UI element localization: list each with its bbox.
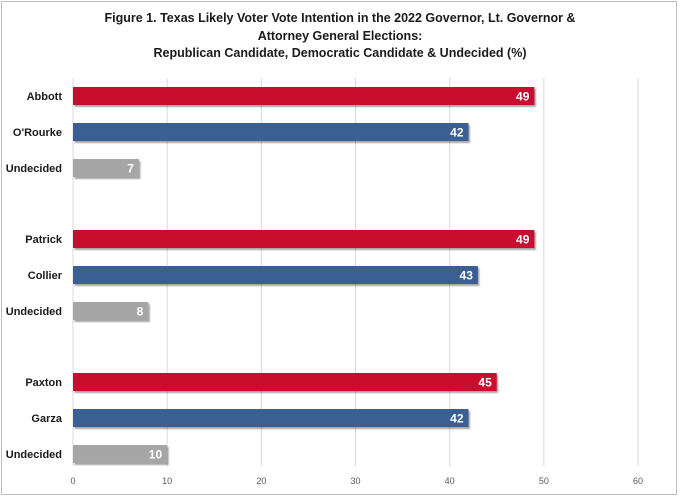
bar-undecided [73,159,139,177]
x-tick-label: 60 [633,476,643,486]
bar-democratic [73,266,478,284]
chart-title-line-2: Attorney General Elections: [257,28,423,43]
category-labels: Abbott O'Rourke Undecided Patrick Collier Und… [6,91,63,461]
x-tick-label: 30 [350,476,360,486]
bar-republican [73,373,497,391]
x-tick-label: 0 [70,476,75,486]
bar-republican [73,230,535,248]
bar-value-label: 7 [127,162,134,176]
bar-value-label: 43 [460,269,474,283]
bar-value-label: 45 [478,376,492,390]
category-label: Undecided [6,449,62,461]
bar-undecided [73,302,149,320]
chart-title: Figure 1. Texas Likely Voter Vote Intent… [0,10,680,63]
bar-republican [73,87,535,105]
x-axis-ticks: 0 10 20 30 40 50 60 [70,476,643,486]
bar-undecided [73,445,168,463]
bar-democratic [73,409,469,427]
x-tick-label: 50 [539,476,549,486]
bar-value-label: 8 [137,305,144,319]
category-label: Collier [28,270,63,282]
bars: 49 42 7 49 43 8 45 42 10 [73,87,535,463]
category-label: Paxton [25,377,62,389]
x-tick-label: 40 [445,476,455,486]
chart-title-line-1: Figure 1. Texas Likely Voter Vote Intent… [104,11,576,25]
bar-value-label: 49 [516,90,530,104]
x-tick-label: 10 [162,476,172,486]
bar-value-label: 10 [149,448,163,462]
bar-value-label: 42 [450,126,464,140]
category-label: Undecided [6,306,62,318]
x-tick-label: 20 [256,476,266,486]
category-label: Patrick [25,234,63,246]
bar-value-label: 42 [450,412,464,426]
category-label: Undecided [6,163,62,175]
category-label: O'Rourke [13,127,62,139]
chart-title-line-3: Republican Candidate, Democratic Candida… [153,46,527,60]
bar-democratic [73,123,469,141]
category-label: Garza [31,413,62,425]
bar-value-label: 49 [516,233,530,247]
category-label: Abbott [27,91,63,103]
